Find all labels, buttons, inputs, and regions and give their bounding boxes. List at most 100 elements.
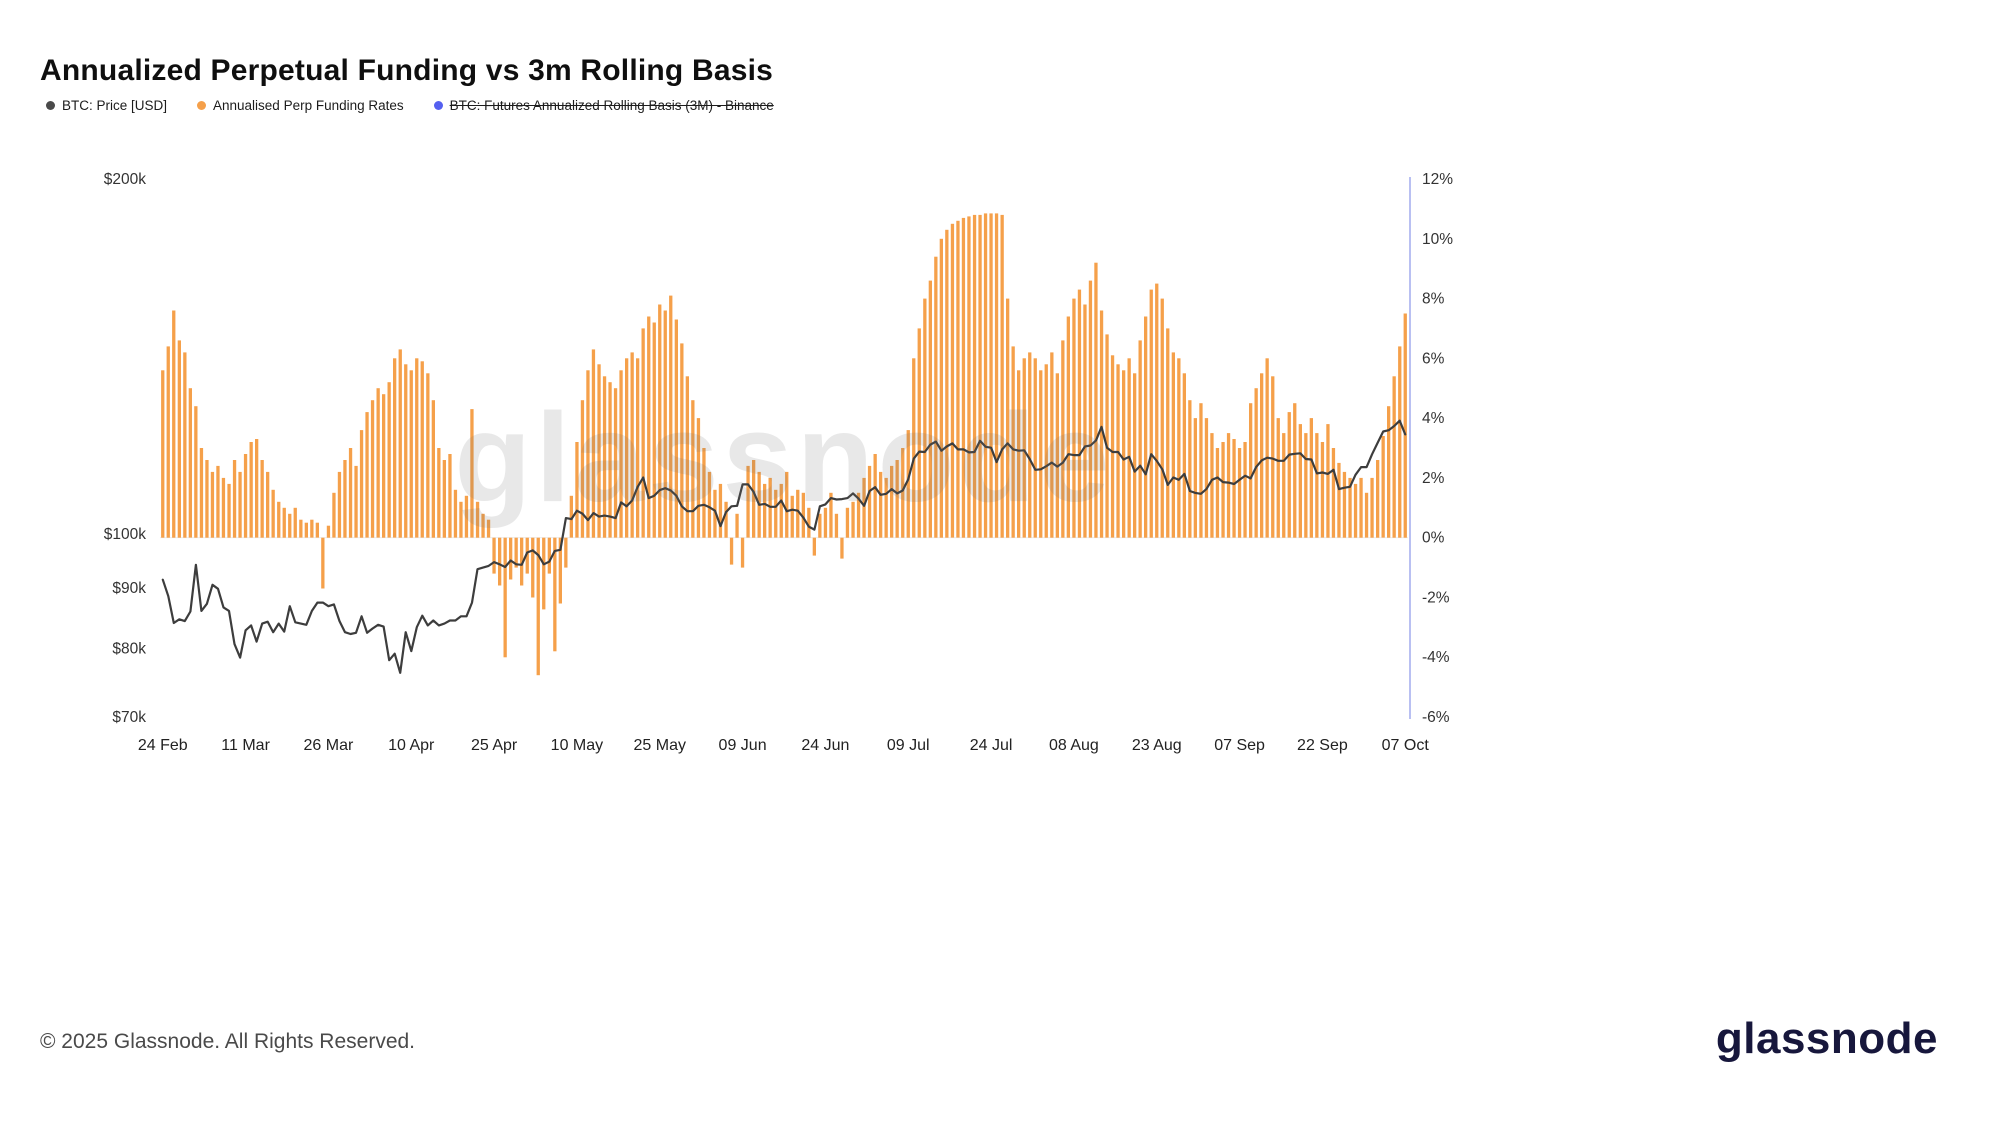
funding-bar[interactable] — [641, 328, 645, 538]
funding-bar[interactable] — [1403, 313, 1407, 538]
funding-bar[interactable] — [1050, 352, 1054, 538]
funding-bar[interactable] — [691, 400, 695, 538]
funding-bar[interactable] — [1392, 376, 1396, 538]
funding-bar[interactable] — [1326, 424, 1330, 538]
funding-bar[interactable] — [1249, 403, 1253, 538]
funding-bar[interactable] — [1083, 304, 1087, 538]
funding-bar[interactable] — [188, 388, 192, 538]
funding-bar[interactable] — [619, 370, 623, 538]
funding-bar[interactable] — [514, 537, 518, 568]
funding-bar[interactable] — [956, 220, 960, 538]
funding-bar[interactable] — [1149, 289, 1153, 538]
funding-bar[interactable] — [989, 213, 993, 538]
funding-bar[interactable] — [652, 322, 656, 538]
funding-bar[interactable] — [950, 223, 955, 538]
funding-bar[interactable] — [1232, 439, 1236, 538]
funding-bar[interactable] — [1199, 403, 1203, 538]
funding-bar[interactable] — [1006, 298, 1010, 538]
funding-bar[interactable] — [376, 388, 380, 538]
funding-bar[interactable] — [1133, 373, 1137, 538]
funding-bar[interactable] — [923, 298, 927, 538]
funding-bar[interactable] — [470, 409, 474, 538]
funding-bar[interactable] — [558, 537, 562, 604]
funding-bar[interactable] — [1066, 316, 1070, 538]
funding-bar[interactable] — [934, 256, 938, 538]
funding-bar[interactable] — [1188, 400, 1192, 538]
funding-bar[interactable] — [227, 483, 231, 538]
funding-bar[interactable] — [1276, 418, 1280, 538]
funding-bar[interactable] — [1298, 424, 1302, 538]
funding-bar[interactable] — [978, 214, 982, 538]
funding-bar[interactable] — [326, 525, 331, 538]
funding-bar[interactable] — [967, 216, 971, 538]
funding-bar[interactable] — [1022, 358, 1026, 538]
funding-bar[interactable] — [448, 454, 452, 538]
funding-bar[interactable] — [972, 214, 977, 538]
funding-bar[interactable] — [636, 358, 640, 538]
funding-bar[interactable] — [1376, 460, 1380, 538]
funding-bar[interactable] — [1221, 442, 1225, 538]
funding-bar[interactable] — [1061, 340, 1065, 538]
funding-bar[interactable] — [746, 465, 750, 538]
funding-bar[interactable] — [282, 507, 286, 538]
funding-bar[interactable] — [354, 465, 358, 538]
funding-bar[interactable] — [1370, 477, 1374, 538]
funding-bar[interactable] — [503, 537, 507, 658]
funding-bar[interactable] — [1017, 370, 1021, 538]
funding-bar[interactable] — [602, 376, 607, 538]
funding-bar[interactable] — [575, 442, 579, 538]
funding-bar[interactable] — [453, 489, 458, 538]
funding-bar[interactable] — [740, 537, 745, 568]
funding-bar[interactable] — [442, 460, 446, 538]
funding-bar[interactable] — [343, 460, 347, 538]
funding-bar[interactable] — [1337, 462, 1341, 538]
funding-bar[interactable] — [851, 501, 855, 538]
funding-bar[interactable] — [1398, 346, 1402, 538]
funding-bar[interactable] — [1138, 340, 1142, 538]
funding-bar[interactable] — [1011, 346, 1015, 538]
funding-bar[interactable] — [370, 400, 375, 538]
funding-bar[interactable] — [680, 343, 684, 538]
funding-bar[interactable] — [426, 373, 430, 538]
funding-bar[interactable] — [321, 537, 325, 589]
funding-bar[interactable] — [486, 519, 491, 538]
funding-bar[interactable] — [492, 537, 496, 574]
funding-bar[interactable] — [1364, 492, 1369, 538]
funding-bar[interactable] — [172, 310, 176, 538]
funding-bar[interactable] — [288, 513, 292, 538]
funding-bar[interactable] — [299, 519, 303, 538]
funding-bar[interactable] — [796, 489, 800, 538]
funding-bar[interactable] — [1254, 388, 1258, 538]
funding-bar[interactable] — [520, 537, 524, 586]
funding-bar[interactable] — [939, 238, 943, 538]
funding-bar[interactable] — [856, 492, 861, 538]
funding-bar[interactable] — [569, 495, 573, 538]
funding-bar[interactable] — [437, 448, 441, 538]
funding-bar[interactable] — [884, 477, 888, 538]
funding-bar[interactable] — [205, 460, 209, 538]
funding-bar[interactable] — [1193, 418, 1197, 538]
funding-bar[interactable] — [315, 522, 319, 538]
funding-bar[interactable] — [238, 471, 242, 538]
funding-bar[interactable] — [221, 477, 226, 538]
funding-bar[interactable] — [1359, 477, 1363, 538]
funding-bar[interactable] — [1127, 358, 1131, 538]
funding-bar[interactable] — [398, 349, 402, 538]
funding-bar[interactable] — [862, 477, 866, 538]
funding-bar[interactable] — [591, 349, 596, 538]
funding-bar[interactable] — [597, 364, 601, 538]
funding-bar[interactable] — [1342, 471, 1347, 538]
funding-bar[interactable] — [1039, 370, 1043, 538]
funding-bar[interactable] — [1265, 358, 1269, 538]
funding-bar[interactable] — [255, 439, 259, 538]
funding-bar[interactable] — [531, 537, 535, 598]
funding-bar[interactable] — [1028, 352, 1032, 538]
funding-bar[interactable] — [304, 522, 308, 538]
funding-bar[interactable] — [840, 537, 844, 559]
funding-bar[interactable] — [1166, 328, 1170, 538]
funding-bar[interactable] — [464, 495, 469, 538]
funding-bar[interactable] — [1144, 316, 1148, 538]
funding-bar[interactable] — [199, 448, 204, 538]
funding-bar[interactable] — [293, 507, 297, 538]
